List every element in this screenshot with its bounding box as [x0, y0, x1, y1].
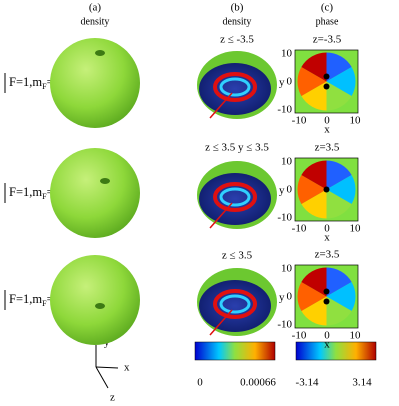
- phase-wedge: [326, 81, 352, 111]
- phase-wedge: [326, 296, 352, 326]
- arrow: [209, 309, 233, 336]
- cut-label: z ≤ -3.5: [220, 34, 254, 46]
- phase-wedge: [326, 175, 356, 204]
- phase-wedge: [326, 160, 352, 190]
- colorbar-max: 3.14: [352, 377, 372, 389]
- x-tick-label: -10: [292, 115, 307, 127]
- cut-slice: [199, 63, 271, 115]
- phase-wedge: [326, 189, 352, 219]
- vortex-core: [323, 298, 330, 305]
- phase-wedge: [297, 282, 327, 311]
- y-tick-label: 0: [287, 184, 293, 196]
- colorbar-min: -3.14: [296, 377, 319, 389]
- y-tick-label: -10: [277, 212, 292, 224]
- vortex-core: [323, 83, 330, 90]
- ring: [219, 294, 251, 314]
- vortex-dimple: [100, 178, 110, 184]
- vortex-dimple: [95, 303, 105, 309]
- phase-wedge: [301, 160, 327, 190]
- column-title: phase: [316, 16, 339, 27]
- colorbar-min: 0: [197, 377, 203, 389]
- phase-wedge: [301, 296, 327, 326]
- vortex-dimple: [95, 50, 105, 56]
- cut-slice: [199, 280, 271, 332]
- phase-map: [295, 265, 358, 328]
- phase-wedge: [301, 189, 327, 219]
- state-sub: F: [42, 82, 47, 91]
- cut-label: z ≤ 3.5: [222, 250, 253, 262]
- state-sub: F: [42, 192, 47, 201]
- state-main: F=1,m: [9, 75, 42, 89]
- state-sub: F: [42, 299, 47, 308]
- phase-wedge: [326, 267, 352, 297]
- column-label: (a): [89, 2, 102, 14]
- phase-frame: [294, 49, 359, 114]
- colorbar-max: 0.00066: [240, 377, 276, 389]
- phase-wedge: [301, 267, 327, 297]
- y-axis-label: y: [279, 77, 285, 89]
- arrow: [209, 202, 233, 229]
- x-tick-label: 10: [350, 115, 362, 127]
- ring: [219, 187, 251, 207]
- cut-label: z ≤ 3.5 y ≤ 3.5: [205, 142, 269, 154]
- phase-title: z=3.5: [315, 142, 340, 154]
- x-tick-label: -10: [292, 330, 307, 342]
- phase-wedge: [301, 81, 327, 111]
- y-axis-label: y: [279, 292, 285, 304]
- ring: [213, 182, 257, 212]
- phase-frame: [294, 264, 359, 329]
- state-main: F=1,m: [9, 185, 42, 199]
- phase-wedge: [297, 67, 327, 96]
- x-tick-label: 0: [324, 115, 330, 127]
- y-tick-label: -10: [277, 319, 292, 331]
- ring: [213, 289, 257, 319]
- phase-title: z=-3.5: [313, 34, 342, 46]
- phase-frame: [294, 157, 359, 222]
- state-main: F=1,m: [9, 292, 42, 306]
- x-tick-label: 0: [324, 330, 330, 342]
- vortex-core: [323, 73, 330, 80]
- arrow: [209, 92, 233, 119]
- phase-wedge: [326, 282, 356, 311]
- x-axis-label: x: [324, 232, 330, 244]
- column-label: (b): [231, 2, 244, 14]
- x-tick-label: -10: [292, 223, 307, 235]
- phase-wedge: [326, 52, 352, 82]
- y-tick-label: 10: [281, 48, 293, 60]
- y-axis-label: y: [279, 185, 285, 197]
- column-title: density: [81, 16, 110, 27]
- y-tick-label: 0: [287, 291, 293, 303]
- ring: [213, 72, 257, 102]
- phase-wedge: [326, 67, 356, 96]
- x-tick-label: 10: [350, 223, 362, 235]
- column-label: (c): [321, 2, 334, 14]
- density-sphere: [50, 255, 140, 345]
- ring: [219, 77, 251, 97]
- phase-wedge: [297, 175, 327, 204]
- cut-slice: [199, 173, 271, 225]
- triad-label: x: [124, 362, 130, 374]
- y-tick-label: 0: [287, 76, 293, 88]
- phase-wedge: [301, 52, 327, 82]
- x-tick-label: 10: [350, 330, 362, 342]
- column-title: density: [223, 16, 252, 27]
- y-tick-label: 10: [281, 263, 293, 275]
- y-tick-label: -10: [277, 104, 292, 116]
- vortex-core: [323, 186, 330, 193]
- density-sphere: [50, 38, 140, 128]
- phase-map: [295, 50, 358, 113]
- axes-triad: [95, 345, 119, 389]
- vortex-core: [323, 288, 330, 295]
- phase-colorbar: [295, 341, 377, 361]
- density-sphere: [50, 148, 140, 238]
- x-axis-label: x: [324, 339, 330, 351]
- density-colorbar: [194, 341, 276, 361]
- x-axis-label: x: [324, 124, 330, 136]
- phase-title: z=3.5: [315, 249, 340, 261]
- y-tick-label: 10: [281, 156, 293, 168]
- x-tick-label: 0: [324, 223, 330, 235]
- triad-label: z: [110, 392, 115, 404]
